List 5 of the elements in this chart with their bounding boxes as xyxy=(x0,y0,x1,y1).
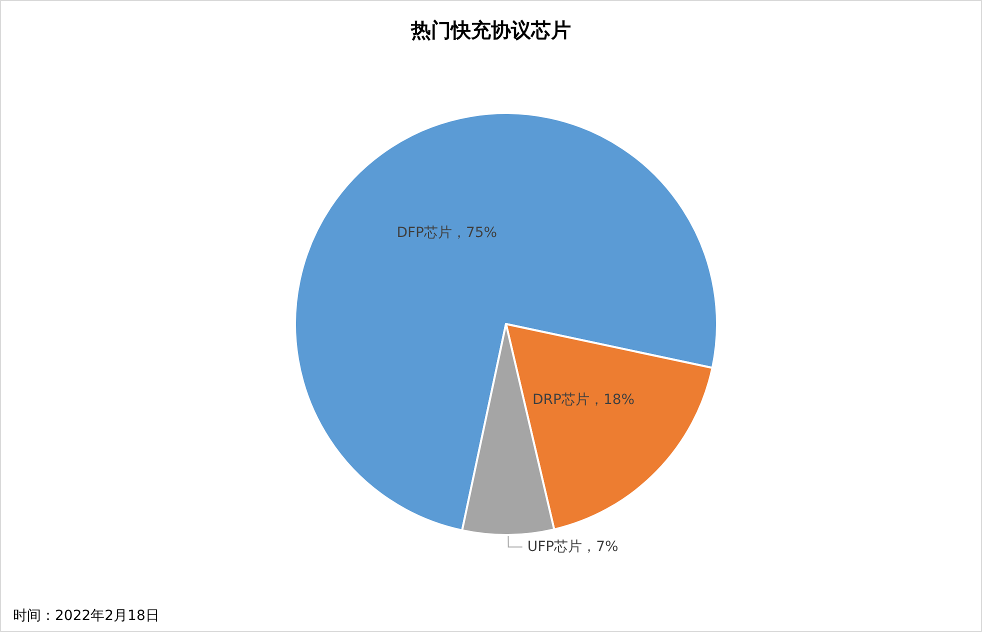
slice-label: DFP芯片，75% xyxy=(396,225,498,242)
slice-label: DRP芯片，18% xyxy=(532,392,635,408)
text: 时间：2022年2月18日 xyxy=(13,608,160,624)
chart-title: 热门快充协议芯片 xyxy=(410,18,571,42)
slice-label: UFP芯片，7% xyxy=(527,538,618,555)
